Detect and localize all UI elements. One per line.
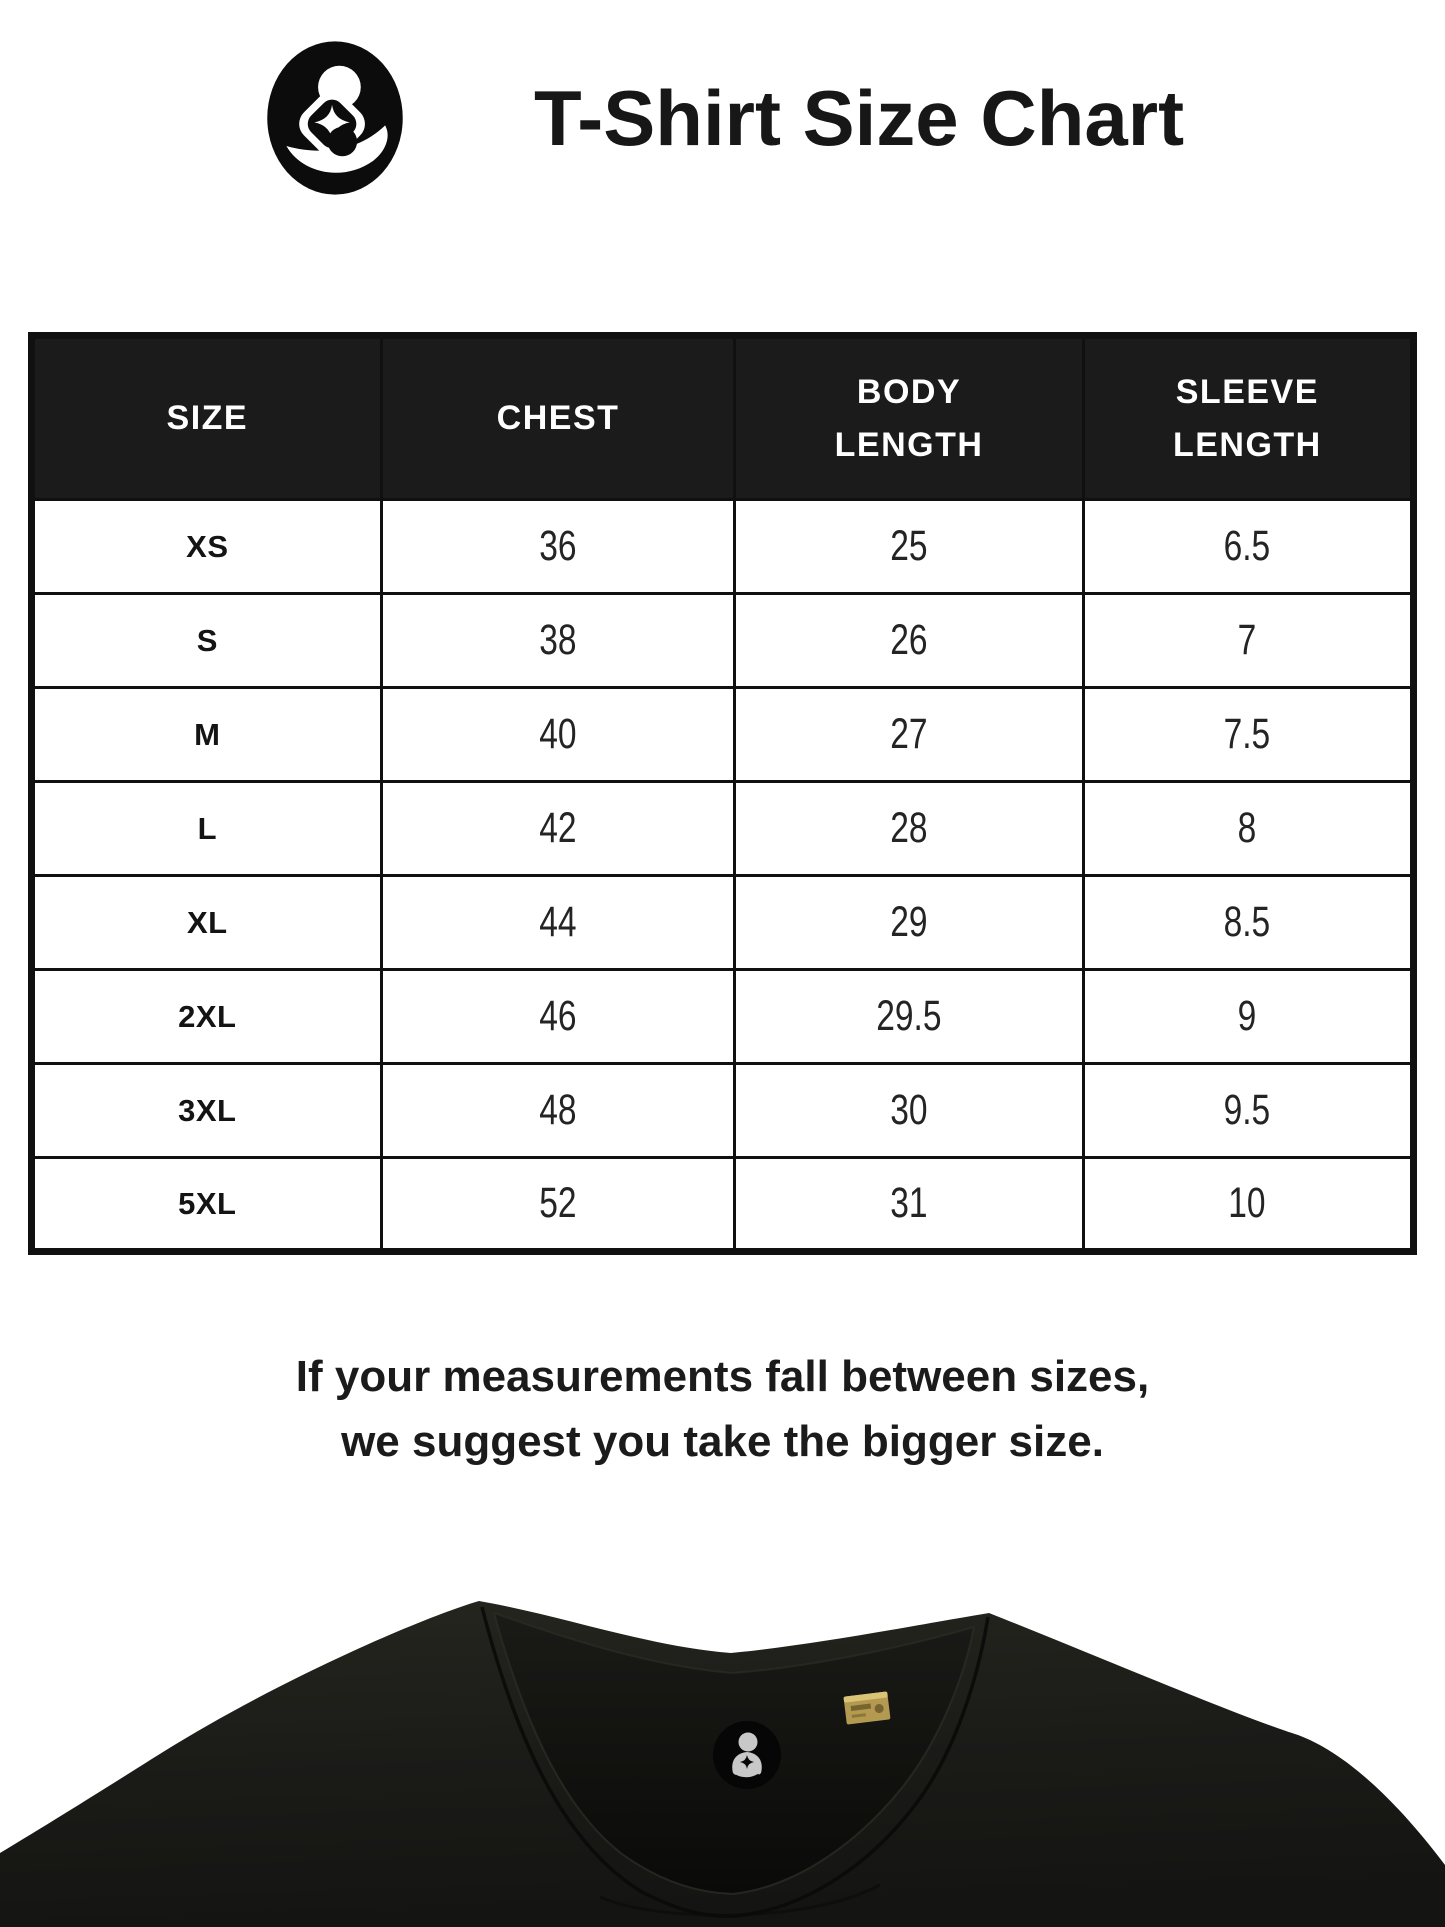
- column-header-line: SIZE: [166, 399, 249, 438]
- cell-size: 3XL: [30, 1062, 383, 1159]
- table-row: M 40 27 7.5: [30, 686, 1416, 783]
- column-header-line: CHEST: [496, 399, 620, 438]
- table-row: XL 44 29 8.5: [30, 874, 1416, 971]
- table-row: 3XL 48 30 9.5: [30, 1062, 1416, 1159]
- cell-size: XS: [30, 498, 383, 595]
- cell-size: 2XL: [30, 968, 383, 1065]
- cell-body-length: 29: [733, 874, 1085, 971]
- table-row: S 38 26 7: [30, 592, 1416, 689]
- cell-sleeve-length: 8: [1081, 780, 1416, 877]
- column-header-chest: CHEST: [379, 334, 737, 501]
- cell-chest: 46: [379, 968, 737, 1065]
- column-header-line: SLEEVE: [1175, 372, 1319, 411]
- collar-inner-edge: [493, 1612, 975, 1896]
- cell-size: M: [30, 686, 383, 783]
- cell-chest: 40: [379, 686, 737, 783]
- table-header-row: SIZE CHEST BODY LENGTH SLEEVE LENGTH: [30, 334, 1416, 501]
- cell-chest: 52: [379, 1156, 737, 1253]
- cell-sleeve-length: 10: [1081, 1156, 1416, 1253]
- cell-sleeve-length: 7: [1081, 592, 1416, 689]
- sizing-note-line-2: we suggest you take the bigger size.: [341, 1416, 1104, 1466]
- table-row: L 42 28 8: [30, 780, 1416, 877]
- cell-sleeve-length: 9.5: [1081, 1062, 1416, 1159]
- column-header-body-length: BODY LENGTH: [733, 334, 1085, 501]
- column-header-sleeve-length: SLEEVE LENGTH: [1081, 334, 1416, 501]
- size-chart-table: SIZE CHEST BODY LENGTH SLEEVE LENGTH: [28, 332, 1417, 1255]
- neck-label: [713, 1721, 781, 1789]
- column-header-line: LENGTH: [1172, 425, 1322, 464]
- cell-sleeve-length: 8.5: [1081, 874, 1416, 971]
- cell-body-length: 30: [733, 1062, 1085, 1159]
- cell-body-length: 28: [733, 780, 1085, 877]
- table-row: XS 36 25 6.5: [30, 498, 1416, 595]
- column-header-line: BODY: [856, 372, 962, 411]
- column-header-line: LENGTH: [834, 425, 984, 464]
- label-logo-crescent: [734, 1773, 760, 1781]
- cell-sleeve-length: 7.5: [1081, 686, 1416, 783]
- cell-size: L: [30, 780, 383, 877]
- label-logo-star: [740, 1755, 754, 1769]
- cell-size: 5XL: [30, 1156, 383, 1253]
- tshirt-neckline-photo: [0, 1567, 1445, 1927]
- cell-chest: 42: [379, 780, 737, 877]
- cell-body-length: 29.5: [733, 968, 1085, 1065]
- table-row: 5XL 52 31 10: [30, 1156, 1416, 1253]
- brand-person-with-star-icon: [267, 41, 403, 195]
- brand-logo: [261, 37, 409, 199]
- label-logo-head: [738, 1732, 758, 1752]
- cell-body-length: 27: [733, 686, 1085, 783]
- cell-body-length: 25: [733, 498, 1085, 595]
- cell-chest: 44: [379, 874, 737, 971]
- cell-chest: 48: [379, 1062, 737, 1159]
- column-header-size: SIZE: [30, 334, 383, 501]
- sizing-note-line-1: If your measurements fall between sizes,: [295, 1352, 1150, 1401]
- table-row: 2XL 46 29.5 9: [30, 968, 1416, 1065]
- header: T-Shirt Size Chart: [261, 36, 1184, 200]
- cell-size: S: [30, 592, 383, 689]
- cell-body-length: 26: [733, 592, 1085, 689]
- cell-sleeve-length: 6.5: [1081, 498, 1416, 595]
- care-tag: [843, 1691, 891, 1725]
- table-header: SIZE CHEST BODY LENGTH SLEEVE LENGTH: [30, 334, 1416, 501]
- cell-body-length: 31: [733, 1156, 1085, 1253]
- tshirt-illustration: [0, 1601, 1445, 1927]
- collar-stitch-line: [599, 1883, 881, 1917]
- sizing-note: If your measurements fall between sizes,…: [296, 1345, 1149, 1474]
- cell-sleeve-length: 9: [1081, 968, 1416, 1065]
- table-body: XS 36 25 6.5 S 38 26 7 M 40 27 7.5 L 42 …: [30, 498, 1416, 1253]
- cell-chest: 38: [379, 592, 737, 689]
- cell-size: XL: [30, 874, 383, 971]
- back-collar-edge: [493, 1612, 975, 1675]
- page-title: T-Shirt Size Chart: [533, 73, 1185, 162]
- cell-chest: 36: [379, 498, 737, 595]
